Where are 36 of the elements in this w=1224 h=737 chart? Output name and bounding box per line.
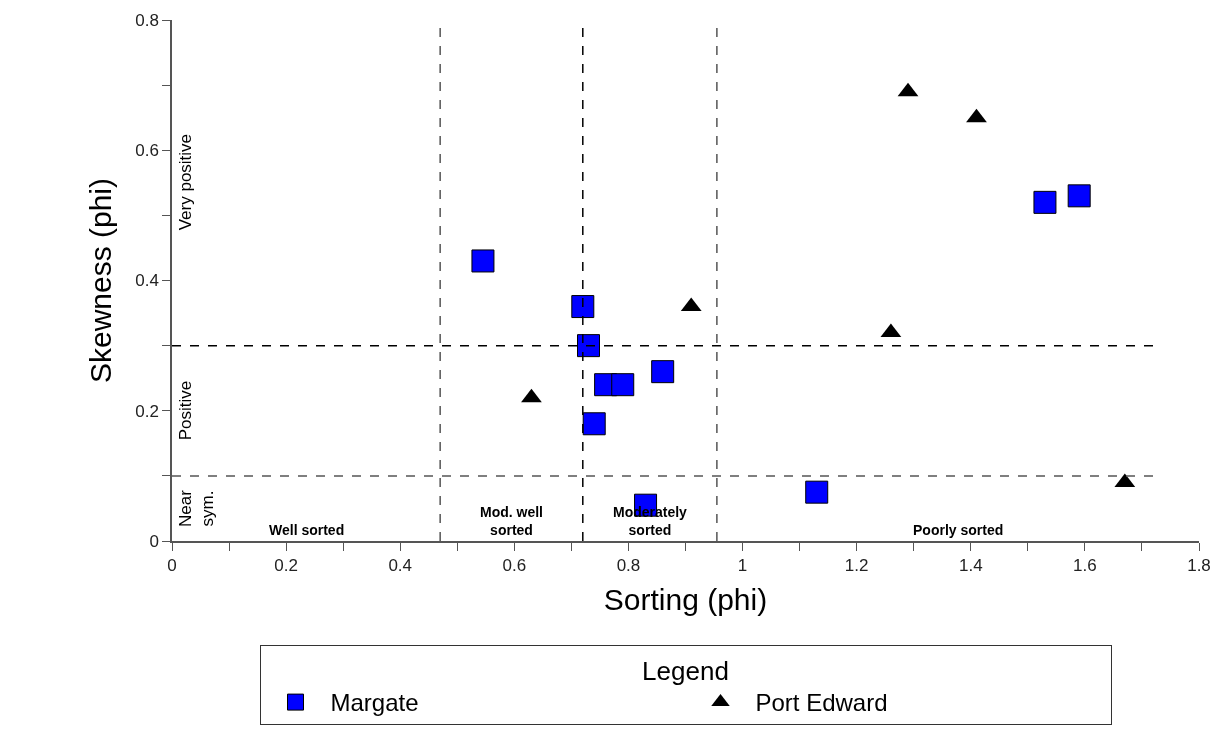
x-tick-label: 1.4 [958,556,983,576]
x-tick-label: 1.2 [844,556,869,576]
x-tick-label: 0.8 [616,556,641,576]
y-tick-label: 0.6 [135,141,159,161]
y-tick-label: 0.2 [135,401,159,421]
annotation: Mod. well sorted [480,504,543,539]
y-tick-label: 0.8 [135,10,159,30]
point [651,360,675,384]
point [611,373,635,397]
x-tick-label: 1 [737,556,748,576]
y-axis-title: Skewness (phi) [83,177,117,384]
point [582,412,606,436]
x-tick-label: 0.6 [502,556,527,576]
y-tick-label: 0 [149,531,159,551]
point [1067,184,1091,208]
annotation: Well sorted [269,522,345,538]
legend-title: Legend [642,656,729,686]
point [805,480,829,504]
x-tick-label: 1.6 [1073,556,1097,576]
x-tick-label: 0.2 [274,556,298,576]
legend-label: Port Edward [755,689,888,717]
point [577,334,601,358]
annotation: Positive [175,380,195,441]
annotation: Poorly sorted [913,522,1004,538]
annotation: Near sym. [176,489,218,527]
x-tick-label: 1.8 [1187,556,1211,576]
x-tick-label: 0 [167,556,177,576]
point [471,249,495,273]
annotation: Very positive [175,133,195,231]
y-tick-label: 0.4 [135,271,159,291]
point [1033,190,1057,214]
point [571,295,595,319]
x-axis-title: Sorting (phi) [603,583,768,617]
x-tick-label: 0.4 [388,556,413,576]
point [966,108,987,123]
legend-label: Margate [330,689,419,717]
